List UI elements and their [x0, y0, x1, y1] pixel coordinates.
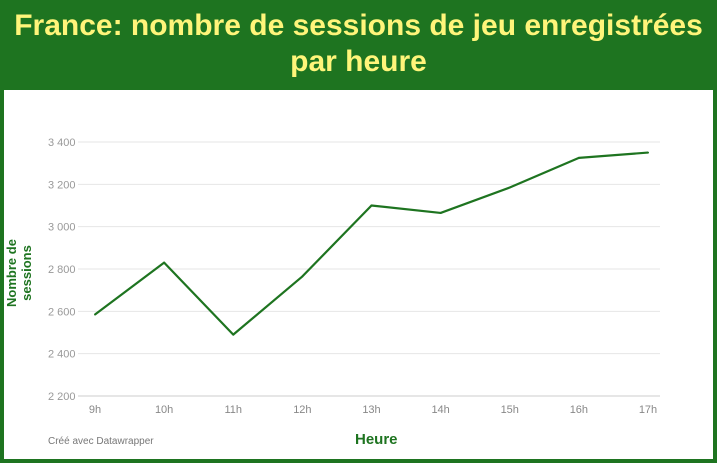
data-point [370, 204, 373, 207]
x-tick-label: 13h [362, 404, 380, 416]
y-tick-label: 2 800 [48, 264, 76, 276]
data-point [647, 151, 649, 154]
y-tick-label: 3 000 [48, 222, 76, 234]
y-tick-label: 2 200 [48, 391, 76, 403]
series-line [94, 151, 649, 336]
y-tick-label: 2 600 [48, 306, 76, 318]
x-tick-label: 9h [89, 404, 101, 416]
x-tick-label: 14h [431, 404, 449, 416]
x-axis-label: Heure [355, 431, 398, 448]
y-tick-label: 3 400 [48, 137, 76, 149]
x-tick-label: 10h [155, 404, 173, 416]
y-axis-label: Nombre de sessions [4, 239, 34, 307]
data-point [439, 211, 442, 214]
chart-panel [4, 90, 713, 459]
x-tick-label: 17h [639, 404, 657, 416]
data-point [94, 313, 96, 316]
data-point [232, 333, 235, 336]
data-point [163, 261, 166, 264]
x-tick-label: 15h [501, 404, 519, 416]
x-tick-label: 12h [293, 404, 311, 416]
data-point [301, 275, 304, 278]
data-point [508, 186, 511, 189]
credit-link[interactable]: Créé avec Datawrapper [48, 436, 154, 447]
data-point [577, 156, 580, 159]
chart-title: France: nombre de sessions de jeu enregi… [14, 9, 703, 78]
y-tick-label: 3 200 [48, 179, 76, 191]
x-tick-label: 16h [570, 404, 588, 416]
x-tick-label: 11h [224, 404, 242, 416]
y-tick-label: 2 400 [48, 349, 76, 361]
